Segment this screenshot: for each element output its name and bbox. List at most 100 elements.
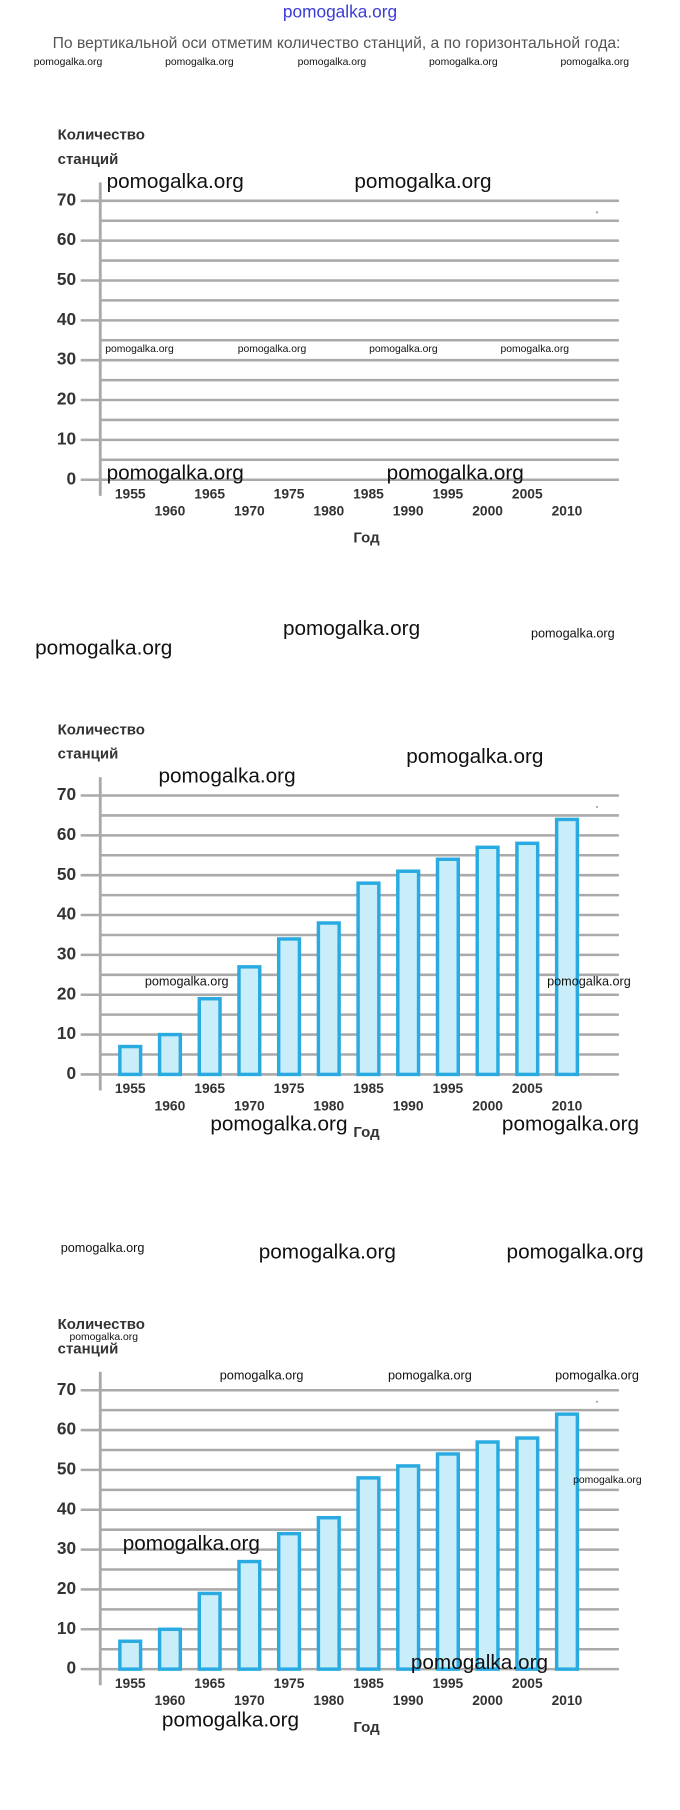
watermark: pomogalka.org <box>354 170 491 193</box>
y-axis-label-box: Количество станций <box>58 1315 145 1356</box>
y-tick-label: 50 <box>57 1458 76 1478</box>
watermark: pomogalka.org <box>145 975 229 989</box>
bar <box>276 1531 302 1671</box>
watermark: pomogalka.org <box>429 57 498 68</box>
x-axis-label: Год <box>353 1719 380 1736</box>
x-tick-label: 1980 <box>313 1692 344 1708</box>
y-axis-label: Количество станций <box>57 125 145 168</box>
x-tick-label: 1965 <box>194 1080 225 1096</box>
x-tick-label: 1990 <box>393 1692 424 1708</box>
bar <box>237 1559 262 1671</box>
watermark: pomogalka.org <box>547 975 631 989</box>
y-tick-label: 20 <box>57 389 76 409</box>
watermark: pomogalka.org <box>162 1708 299 1731</box>
watermark: pomogalka.org <box>107 461 244 484</box>
bar <box>276 937 302 1077</box>
x-tick-label: 1975 <box>274 485 305 501</box>
watermark: pomogalka.org <box>369 344 438 355</box>
x-tick-label: 1995 <box>432 1675 463 1691</box>
y-tick-label: 30 <box>57 943 76 963</box>
bar <box>554 817 580 1077</box>
bar <box>118 1639 143 1671</box>
bar <box>316 1515 341 1671</box>
y-tick-label: 70 <box>57 1379 76 1399</box>
dot <box>595 805 599 809</box>
watermark: pomogalka.org <box>387 461 524 484</box>
x-tick-label: 1970 <box>234 503 265 519</box>
y-axis-label-box: Количество станций <box>57 125 145 168</box>
y-tick-label: 70 <box>57 189 76 209</box>
y-tick-label: 40 <box>57 904 76 924</box>
x-tick-label: 2005 <box>512 485 543 501</box>
watermark: pomogalka.org <box>555 1369 639 1383</box>
bar <box>435 1452 460 1671</box>
bar <box>157 1627 183 1671</box>
x-tick-label: 2010 <box>552 503 583 519</box>
watermark: pomogalka.org <box>35 637 172 660</box>
header-link[interactable]: pomogalka.org <box>283 1 397 21</box>
bar <box>197 1591 222 1671</box>
y-tick-label: 10 <box>57 1023 76 1043</box>
bar <box>197 996 222 1077</box>
x-tick-label: 1985 <box>353 485 384 501</box>
x-tick-label: 1965 <box>194 485 225 501</box>
x-tick-label: 2010 <box>552 1097 583 1113</box>
y-tick-label: 50 <box>57 269 76 289</box>
y-axis-label: Количество станций <box>57 720 145 763</box>
bar <box>475 1440 500 1671</box>
x-tick-label: 1955 <box>115 485 146 501</box>
x-tick-label: 1985 <box>353 1675 384 1691</box>
x-axis-label: Год <box>353 529 380 546</box>
bar <box>316 921 341 1077</box>
x-tick-label: 1975 <box>274 1080 305 1096</box>
x-tick-label: 1980 <box>313 503 344 519</box>
watermark: pomogalka.org <box>61 1241 145 1255</box>
watermark: pomogalka.org <box>107 170 244 193</box>
y-tick-label: 50 <box>57 864 76 884</box>
x-tick-label: 1970 <box>234 1097 265 1113</box>
y-tick-label: 20 <box>57 983 76 1003</box>
watermark: pomogalka.org <box>165 57 234 68</box>
y-axis-label-box: Количество станций <box>57 720 145 763</box>
y-tick-label: 60 <box>57 1419 76 1439</box>
caption: По вертикальной оси отметим количество с… <box>53 35 621 52</box>
y-tick-label: 10 <box>57 1618 76 1638</box>
watermark: pomogalka.org <box>238 344 307 355</box>
y-tick-label: 0 <box>66 1658 76 1678</box>
bar <box>396 1464 421 1671</box>
bar <box>356 881 381 1077</box>
watermark: pomogalka.org <box>501 344 570 355</box>
watermark: pomogalka.org <box>283 617 420 640</box>
bar <box>515 1436 540 1671</box>
bar <box>435 857 460 1077</box>
bar <box>554 1412 580 1671</box>
x-tick-label: 1955 <box>115 1675 146 1691</box>
bar <box>475 845 500 1077</box>
x-tick-label: 2000 <box>472 503 503 519</box>
watermark: pomogalka.org <box>573 1475 642 1486</box>
watermark: pomogalka.org <box>34 57 103 68</box>
bar <box>157 1032 183 1077</box>
y-tick-label: 0 <box>66 468 76 488</box>
watermark: pomogalka.org <box>210 1113 347 1136</box>
watermark: pomogalka.org <box>502 1113 639 1136</box>
bar <box>515 841 540 1077</box>
x-tick-label: 2000 <box>472 1692 503 1708</box>
bar <box>118 1044 143 1077</box>
watermark: pomogalka.org <box>123 1532 260 1555</box>
y-tick-label: 30 <box>57 349 76 369</box>
chart: Количество станций 0 10 20 30 40 50 60 70 1955 196… <box>57 125 619 546</box>
watermark: pomogalka.org <box>531 626 615 640</box>
x-tick-label: 1965 <box>194 1675 225 1691</box>
x-tick-label: 1980 <box>313 1097 344 1113</box>
watermark: pomogalka.org <box>259 1241 396 1264</box>
y-tick-label: 0 <box>66 1063 76 1083</box>
y-tick-label: 30 <box>57 1538 76 1558</box>
watermark: pomogalka.org <box>220 1369 304 1383</box>
x-tick-label: 1970 <box>234 1692 265 1708</box>
y-tick-label: 60 <box>57 229 76 249</box>
watermark: pomogalka.org <box>69 1332 138 1343</box>
bar <box>396 869 421 1077</box>
